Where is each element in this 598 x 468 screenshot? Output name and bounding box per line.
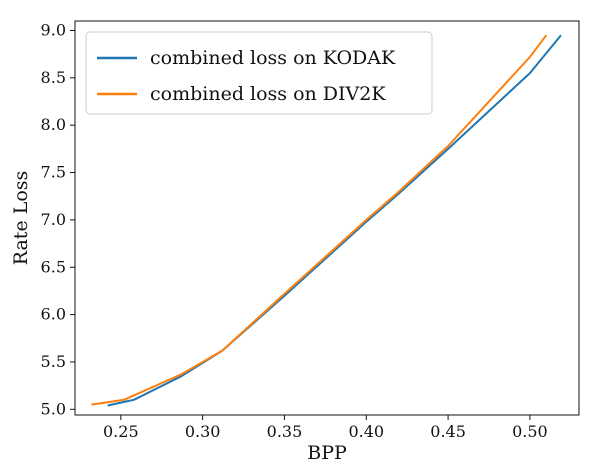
y-tick-label: 6.5 [41,257,66,276]
y-tick-label: 8.5 [41,68,66,87]
x-axis-label: BPP [307,442,347,464]
x-ticks: 0.25 0.30 0.35 0.40 0.45 0.50 [103,415,548,441]
legend-label-kodak: combined loss on KODAK [150,47,396,69]
series-line-div2k [91,34,548,406]
y-tick-label: 5.5 [41,352,66,371]
x-tick-label: 0.35 [267,422,303,441]
x-tick-label: 0.45 [430,422,466,441]
x-tick-label: 0.25 [103,422,139,441]
plot-frame [74,20,580,416]
y-tick-label: 5.0 [41,399,66,418]
legend-box [85,31,433,115]
legend: combined loss on KODAK combined loss on … [85,31,433,115]
x-tick-label: 0.50 [512,422,548,441]
plot-layer [91,34,562,407]
legend-label-div2k: combined loss on DIV2K [150,83,386,105]
y-tick-label: 7.0 [41,210,66,229]
y-tick-label: 6.0 [41,305,66,324]
series-line-kodak [107,34,562,407]
y-axis-label: Rate Loss [10,171,32,266]
y-tick-label: 9.0 [41,20,66,39]
x-tick-label: 0.30 [185,422,221,441]
y-tick-label: 8.0 [41,115,66,134]
x-tick-label: 0.40 [348,422,384,441]
y-tick-label: 7.5 [41,163,66,182]
y-ticks: 5.0 5.5 6.0 6.5 7.0 7.5 8.0 8.5 9.0 [41,20,75,418]
